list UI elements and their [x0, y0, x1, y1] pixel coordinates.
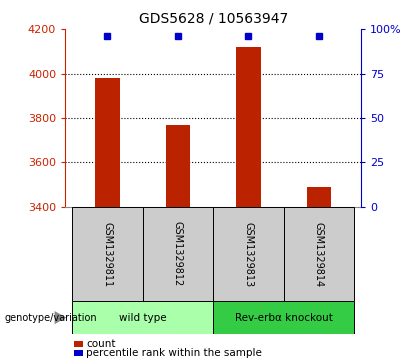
Text: Rev-erbα knockout: Rev-erbα knockout	[235, 313, 333, 323]
Polygon shape	[55, 311, 66, 324]
Bar	[236, 47, 261, 363]
Bar	[213, 301, 354, 334]
Text: GSM1329812: GSM1329812	[173, 221, 183, 287]
Bar	[72, 301, 213, 334]
Text: wild type: wild type	[119, 313, 166, 323]
Text: percentile rank within the sample: percentile rank within the sample	[86, 348, 262, 358]
Bar	[72, 207, 143, 301]
Bar	[165, 125, 190, 363]
Bar	[143, 207, 213, 301]
Text: count: count	[86, 339, 116, 349]
Bar	[213, 207, 284, 301]
Text: GSM1329813: GSM1329813	[244, 221, 253, 287]
Bar	[284, 207, 354, 301]
Bar	[307, 187, 331, 363]
Bar	[95, 78, 120, 363]
Text: GSM1329814: GSM1329814	[314, 221, 324, 287]
Text: GSM1329811: GSM1329811	[102, 221, 113, 287]
Text: genotype/variation: genotype/variation	[4, 313, 97, 323]
Title: GDS5628 / 10563947: GDS5628 / 10563947	[139, 11, 288, 25]
